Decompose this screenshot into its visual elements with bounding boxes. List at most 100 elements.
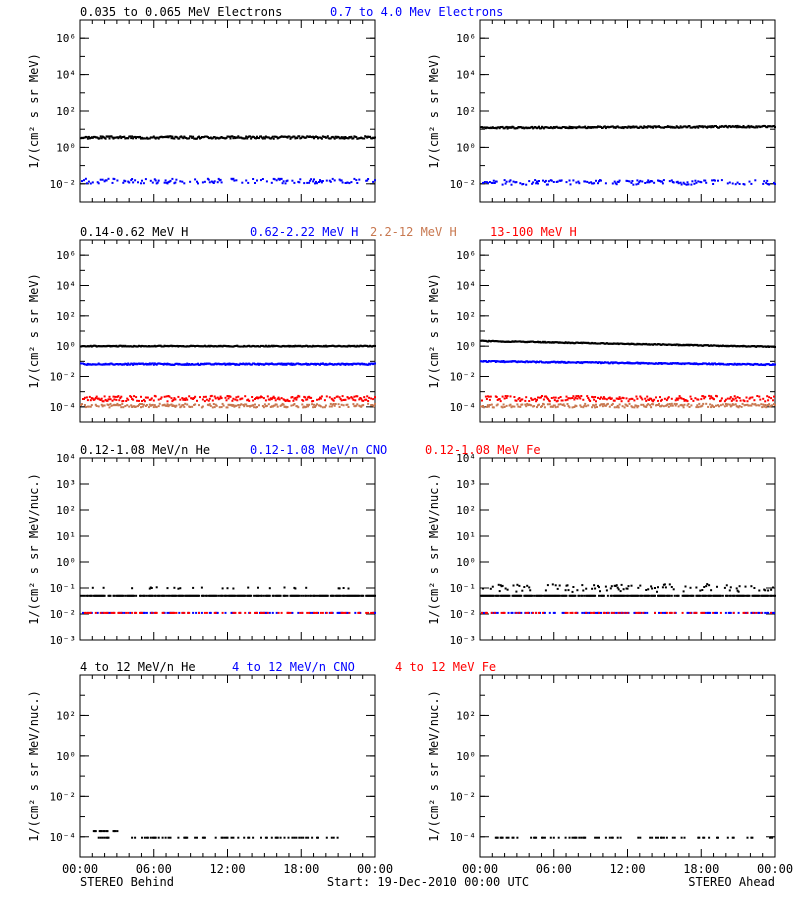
data-point bbox=[639, 395, 642, 398]
legend-entry: 0.12-1.08 MeV Fe bbox=[425, 443, 541, 457]
data-point bbox=[616, 836, 619, 839]
data-point bbox=[131, 178, 134, 180]
data-point bbox=[628, 402, 631, 405]
data-point bbox=[674, 404, 677, 407]
data-series bbox=[80, 594, 376, 597]
data-point bbox=[650, 397, 653, 400]
data-point bbox=[134, 135, 137, 138]
data-point bbox=[328, 396, 331, 399]
y-tick-label: 10⁰ bbox=[56, 340, 76, 353]
data-point bbox=[170, 403, 173, 406]
data-point bbox=[606, 611, 609, 614]
data-point bbox=[203, 611, 206, 614]
data-point bbox=[558, 594, 561, 597]
data-point bbox=[575, 395, 578, 398]
data-point bbox=[542, 179, 544, 182]
data-point bbox=[525, 611, 528, 614]
data-point bbox=[693, 611, 696, 614]
data-point bbox=[563, 404, 566, 407]
data-point bbox=[536, 406, 538, 409]
data-point bbox=[673, 836, 676, 839]
data-series bbox=[80, 402, 376, 409]
data-point bbox=[594, 594, 597, 597]
data-point bbox=[185, 397, 188, 400]
data-point bbox=[697, 398, 700, 401]
data-point bbox=[490, 611, 493, 614]
data-point bbox=[136, 399, 139, 402]
data-point bbox=[240, 403, 243, 406]
data-point bbox=[749, 396, 752, 399]
data-point bbox=[158, 402, 161, 405]
data-point bbox=[128, 405, 131, 408]
data-point bbox=[118, 399, 121, 402]
data-point bbox=[660, 398, 663, 401]
data-point bbox=[686, 400, 689, 403]
data-point bbox=[550, 397, 553, 399]
data-point bbox=[762, 403, 765, 406]
data-point bbox=[754, 179, 757, 182]
plot-frame bbox=[79, 239, 376, 423]
y-tick-label: 10⁻⁴ bbox=[50, 831, 77, 844]
data-point bbox=[569, 183, 572, 186]
data-point bbox=[256, 406, 258, 408]
plot-frame bbox=[79, 19, 376, 203]
data-point bbox=[113, 594, 116, 597]
data-point bbox=[571, 397, 574, 399]
data-point bbox=[182, 404, 185, 407]
data-point bbox=[553, 404, 556, 407]
data-point bbox=[229, 395, 232, 398]
data-point bbox=[233, 179, 236, 182]
data-point bbox=[670, 611, 673, 614]
data-point bbox=[498, 398, 501, 401]
data-point bbox=[348, 611, 351, 614]
data-point bbox=[135, 611, 138, 614]
data-point bbox=[354, 611, 357, 614]
y-tick-label: 10² bbox=[456, 105, 476, 118]
data-point bbox=[228, 362, 231, 365]
data-point bbox=[611, 125, 614, 128]
data-point bbox=[520, 594, 523, 597]
data-point bbox=[248, 836, 251, 839]
data-point bbox=[483, 181, 486, 183]
data-point bbox=[314, 406, 316, 408]
data-point bbox=[281, 182, 284, 185]
data-point bbox=[312, 135, 315, 138]
data-point bbox=[374, 179, 376, 182]
data-point bbox=[689, 395, 692, 398]
y-tick-label: 10⁰ bbox=[456, 141, 476, 154]
data-point bbox=[284, 594, 287, 597]
data-point bbox=[580, 836, 583, 839]
data-point bbox=[131, 611, 134, 614]
data-point bbox=[612, 611, 615, 614]
data-point bbox=[584, 402, 587, 405]
data-point bbox=[509, 403, 512, 406]
data-point bbox=[91, 181, 94, 184]
data-point bbox=[198, 611, 200, 614]
data-point bbox=[325, 179, 328, 182]
data-point bbox=[631, 397, 634, 400]
data-point bbox=[560, 179, 563, 182]
data-point bbox=[100, 137, 103, 140]
data-point bbox=[245, 179, 248, 182]
data-point bbox=[518, 397, 521, 399]
data-point bbox=[625, 397, 628, 400]
data-point bbox=[285, 363, 288, 366]
data-point bbox=[771, 594, 774, 597]
data-point bbox=[154, 836, 157, 839]
data-point bbox=[264, 399, 267, 402]
data-point bbox=[252, 404, 255, 407]
data-point bbox=[712, 611, 715, 614]
data-point bbox=[363, 137, 366, 140]
data-point bbox=[316, 398, 318, 401]
data-point bbox=[704, 395, 707, 398]
data-point bbox=[217, 177, 220, 180]
data-point bbox=[726, 403, 729, 406]
data-point bbox=[509, 179, 512, 182]
data-point bbox=[552, 836, 555, 839]
data-point bbox=[525, 183, 528, 186]
data-point bbox=[84, 406, 87, 409]
data-point bbox=[702, 402, 705, 405]
data-point bbox=[695, 611, 698, 614]
data-point bbox=[114, 395, 117, 398]
data-point bbox=[618, 396, 621, 399]
